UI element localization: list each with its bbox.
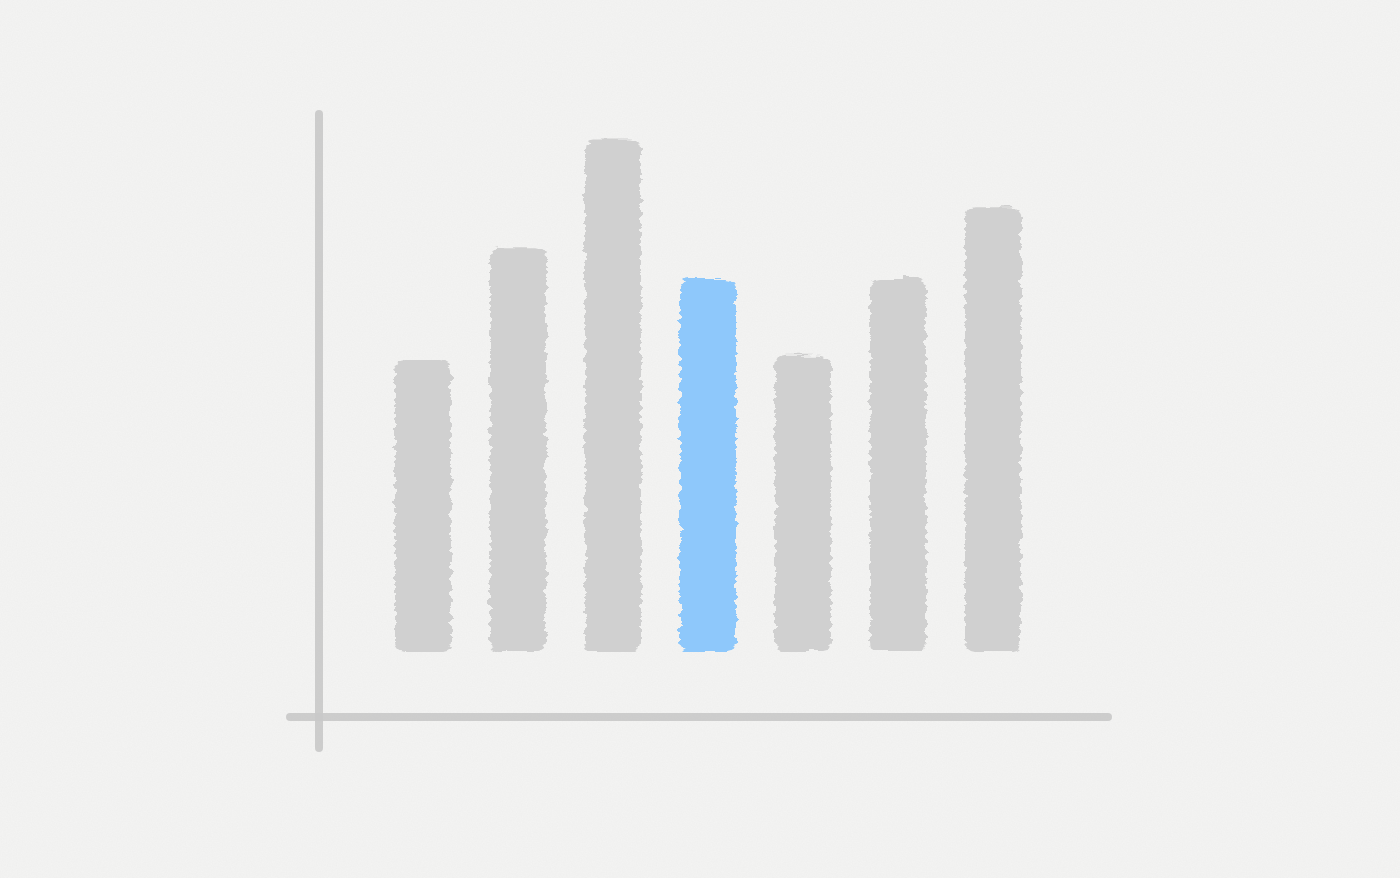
bar: [965, 206, 1021, 652]
background: [0, 0, 1400, 878]
chart-svg: [0, 0, 1400, 878]
x-axis-line: [290, 713, 1108, 721]
bar: [870, 278, 926, 652]
bar: [680, 278, 736, 652]
plot-area: [395, 140, 1021, 652]
bars: [395, 140, 1021, 652]
bar: [490, 247, 546, 652]
paper-texture: [0, 0, 1400, 878]
bar: [585, 140, 641, 652]
bar: [775, 355, 831, 652]
y-axis-line: [315, 114, 323, 748]
bar: [395, 360, 451, 652]
chart-root: [0, 0, 1400, 878]
